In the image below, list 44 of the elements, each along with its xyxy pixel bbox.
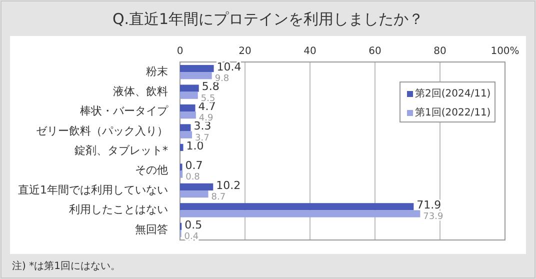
bar	[180, 112, 196, 119]
data-label: 3.3	[194, 120, 212, 133]
x-tick-label: 0	[176, 46, 184, 57]
data-label: 0.5	[184, 218, 202, 232]
chart-title: Q.直近1年間にプロテインを利用しましたか？	[112, 10, 424, 28]
y-tick-label: 直近1年間では利用していない	[18, 183, 168, 196]
bar	[180, 210, 420, 218]
text: 注) *は第1回にはない。	[12, 260, 120, 272]
x-tick-label: 20	[238, 46, 252, 57]
x-tick-label: 40	[304, 46, 316, 57]
bar	[180, 183, 214, 190]
bar	[180, 104, 196, 112]
y-tick-label: 棒状・バータイプ	[80, 104, 169, 118]
y-tick-label: その他	[135, 164, 168, 177]
y-tick-label: 液体、飲料	[113, 84, 168, 98]
bar	[180, 170, 183, 178]
bar	[180, 190, 208, 198]
bar	[180, 92, 198, 99]
y-tick-label: ゼリー飲料（パック入り）	[36, 124, 168, 138]
x-tick-label: 80	[434, 46, 446, 57]
data-label: 1.0	[186, 139, 204, 152]
bar	[180, 124, 191, 132]
y-tick-label: 錠剤、タブレット*	[74, 144, 168, 158]
bar	[180, 84, 199, 92]
data-label: 5.8	[202, 80, 220, 94]
bar	[180, 64, 214, 72]
bar	[180, 203, 414, 210]
bar	[180, 72, 212, 80]
data-label: 0.7	[185, 159, 203, 172]
x-tick-label: 100%	[490, 46, 520, 57]
legend-label: 第2回(2024/11)	[415, 88, 491, 100]
y-tick-label: 利用したことはない	[69, 203, 168, 216]
data-label: 10.2	[216, 178, 241, 192]
y-tick-label: 無回答	[135, 222, 168, 236]
data-label: 0.8	[186, 172, 200, 183]
bar	[180, 131, 192, 138]
data-label: 10.4	[216, 60, 242, 74]
legend-label: 第1回(2022/11)	[415, 106, 491, 119]
bar	[180, 144, 184, 151]
data-label: 8.7	[211, 192, 226, 202]
y-tick-label: 粉末	[146, 65, 168, 78]
x-tick-label: 60	[368, 46, 382, 57]
data-label: 71.9	[416, 198, 442, 212]
data-label: 0.4	[184, 232, 199, 242]
